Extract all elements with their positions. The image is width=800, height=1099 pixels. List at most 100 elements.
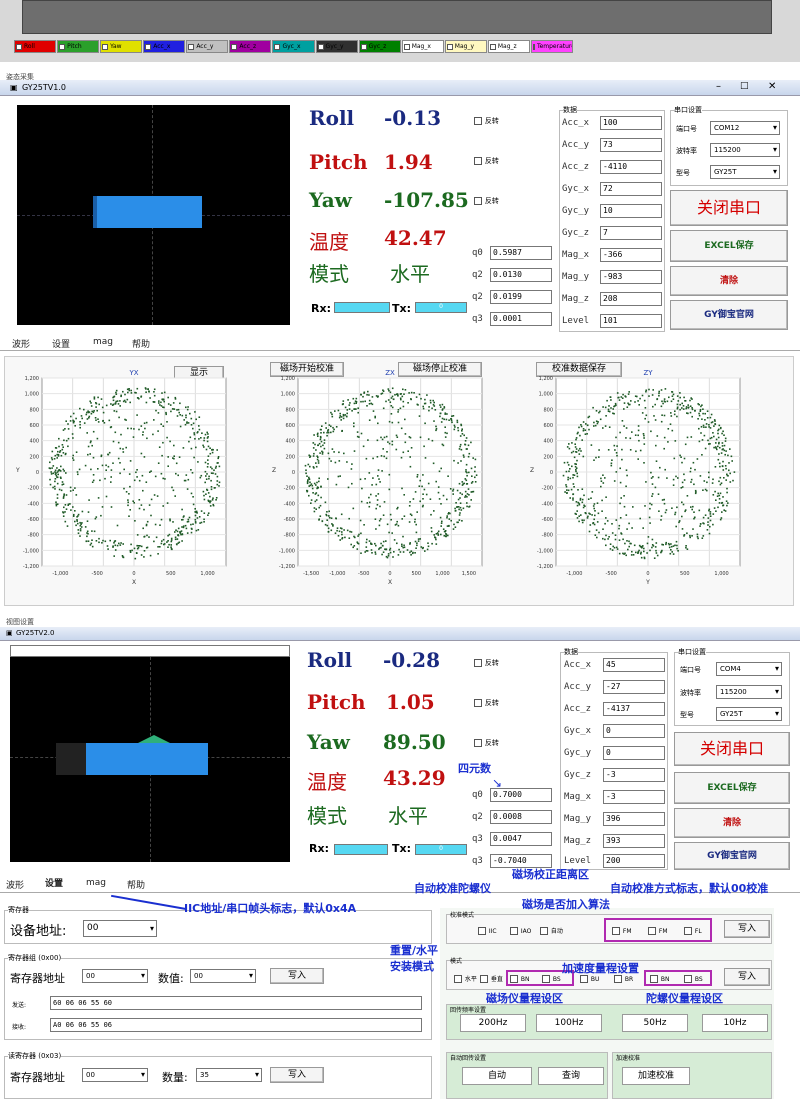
port-select[interactable]: COM4 [716, 662, 782, 676]
range-option[interactable]: BS [542, 974, 561, 984]
gyc-y-field[interactable]: 0 [603, 746, 665, 760]
send-field[interactable]: 60 06 06 55 60 [50, 996, 422, 1010]
excel-save-button[interactable]: EXCEL保存 [674, 772, 790, 804]
method-option[interactable]: FM [612, 926, 632, 936]
legend-item[interactable]: Mag_y [444, 40, 487, 53]
tab-help[interactable]: 帮助 [132, 340, 151, 350]
legend-item[interactable]: Acc_x [143, 40, 186, 53]
range-option[interactable]: BR [614, 974, 633, 984]
legend-checkbox[interactable] [16, 43, 22, 50]
calib-option[interactable]: IAO [510, 926, 531, 936]
mode-option[interactable]: 垂直 [480, 974, 503, 984]
range-option[interactable]: BN [650, 974, 669, 984]
value-select[interactable]: 00 [190, 969, 256, 983]
legend-item[interactable]: Acc_z [229, 40, 272, 53]
mag-z-field[interactable]: 208 [600, 292, 662, 306]
legend-checkbox[interactable] [188, 43, 195, 50]
mag-x-field[interactable]: -3 [603, 790, 665, 804]
legend-item[interactable]: Mag_x [401, 40, 444, 53]
acc-x-field[interactable]: 100 [600, 116, 662, 130]
level-field[interactable]: 101 [600, 314, 662, 328]
baud-select[interactable]: 115200 [716, 685, 782, 699]
close-port-button[interactable]: 关闭串口 [670, 190, 788, 226]
register-address-select[interactable]: 00 [82, 1068, 148, 1082]
baud-select[interactable]: 115200 [710, 143, 780, 157]
write-button[interactable]: 写入 [270, 968, 324, 984]
mag-z-field[interactable]: 393 [603, 834, 665, 848]
write-button[interactable]: 写入 [724, 920, 770, 938]
acc-y-field[interactable]: 73 [600, 138, 662, 152]
write-button[interactable]: 写入 [724, 968, 770, 986]
mag-start-button[interactable]: 磁场开始校准 [270, 362, 344, 377]
q0-field[interactable]: 0.5987 [490, 246, 552, 260]
legend-item[interactable]: Pitch [57, 40, 100, 53]
mode-option[interactable]: 水平 [454, 974, 477, 984]
reverse-roll-checkbox[interactable]: 反转 [474, 658, 499, 668]
q3-field[interactable]: -0.7040 [490, 854, 552, 868]
clear-button[interactable]: 清除 [674, 808, 790, 838]
q1-field[interactable]: 0.0008 [490, 810, 552, 824]
freq-50hz-button[interactable]: 50Hz [622, 1014, 688, 1032]
freq-100hz-button[interactable]: 100Hz [536, 1014, 602, 1032]
calib-save-button[interactable]: 校准数据保存 [536, 362, 622, 377]
legend-checkbox[interactable] [145, 43, 152, 50]
calib-option[interactable]: 自动 [540, 926, 563, 936]
legend-item[interactable]: Gyc_y [315, 40, 358, 53]
mag-stop-button[interactable]: 磁场停止校准 [398, 362, 482, 377]
range-option[interactable]: BS [684, 974, 703, 984]
register-address-select[interactable]: 00 [82, 969, 148, 983]
legend-checkbox[interactable] [403, 43, 410, 50]
tab-help[interactable]: 帮助 [127, 881, 146, 891]
model-select[interactable]: GY25T [710, 165, 780, 179]
gyc-z-field[interactable]: 7 [600, 226, 662, 240]
reverse-pitch-checkbox[interactable]: 反转 [474, 156, 499, 166]
receive-field[interactable]: A0 06 06 55 06 [50, 1018, 422, 1032]
tab-settings[interactable]: 设置 [52, 340, 71, 350]
legend-item[interactable]: Mag_z [487, 40, 530, 53]
query-button[interactable]: 查询 [538, 1067, 604, 1085]
clear-button[interactable]: 清除 [670, 266, 788, 296]
minimize-icon[interactable]: – [716, 81, 721, 92]
level-field[interactable]: 200 [603, 854, 665, 868]
legend-item[interactable]: Temperature [530, 40, 574, 53]
reverse-yaw-checkbox[interactable]: 反转 [474, 738, 499, 748]
q0-field[interactable]: 0.7000 [490, 788, 552, 802]
write-button[interactable]: 写入 [270, 1067, 324, 1083]
reverse-yaw-checkbox[interactable]: 反转 [474, 196, 499, 206]
legend-checkbox[interactable] [102, 43, 109, 50]
q1-field[interactable]: 0.0130 [490, 268, 552, 282]
calib-option[interactable]: IIC [478, 926, 497, 936]
legend-checkbox[interactable] [360, 43, 367, 50]
method-option[interactable]: FM [648, 926, 668, 936]
excel-save-button[interactable]: EXCEL保存 [670, 230, 788, 262]
reverse-roll-checkbox[interactable]: 反转 [474, 116, 499, 126]
legend-item[interactable]: Yaw [100, 40, 143, 53]
q2-field[interactable]: 0.0199 [490, 290, 552, 304]
website-button[interactable]: GY御宝官网 [670, 300, 788, 330]
close-port-button[interactable]: 关闭串口 [674, 732, 790, 766]
reverse-pitch-checkbox[interactable]: 反转 [474, 698, 499, 708]
q2-field[interactable]: 0.0047 [490, 832, 552, 846]
mag-x-field[interactable]: -366 [600, 248, 662, 262]
legend-checkbox[interactable] [231, 43, 238, 50]
legend-item[interactable]: Roll [14, 40, 57, 53]
gyc-x-field[interactable]: 72 [600, 182, 662, 196]
method-option[interactable]: FL [684, 926, 702, 936]
close-icon[interactable]: ✕ [768, 81, 777, 92]
acc-y-field[interactable]: -27 [603, 680, 665, 694]
acc-z-field[interactable]: -4110 [600, 160, 662, 174]
tab-mag[interactable]: mag [93, 337, 113, 347]
gyc-y-field[interactable]: 10 [600, 204, 662, 218]
website-button[interactable]: GY御宝官网 [674, 842, 790, 870]
port-select[interactable]: COM12 [710, 121, 780, 135]
q3-field[interactable]: 0.0001 [490, 312, 552, 326]
mag-y-field[interactable]: -983 [600, 270, 662, 284]
maximize-icon[interactable]: □ [740, 81, 749, 91]
legend-item[interactable]: Gyc_x [272, 40, 315, 53]
legend-checkbox[interactable] [317, 43, 324, 50]
gyc-x-field[interactable]: 0 [603, 724, 665, 738]
legend-checkbox[interactable] [274, 43, 281, 50]
device-address-select[interactable]: 00 [83, 920, 157, 937]
tab-mag[interactable]: mag [86, 878, 106, 888]
auto-button[interactable]: 自动 [462, 1067, 532, 1085]
